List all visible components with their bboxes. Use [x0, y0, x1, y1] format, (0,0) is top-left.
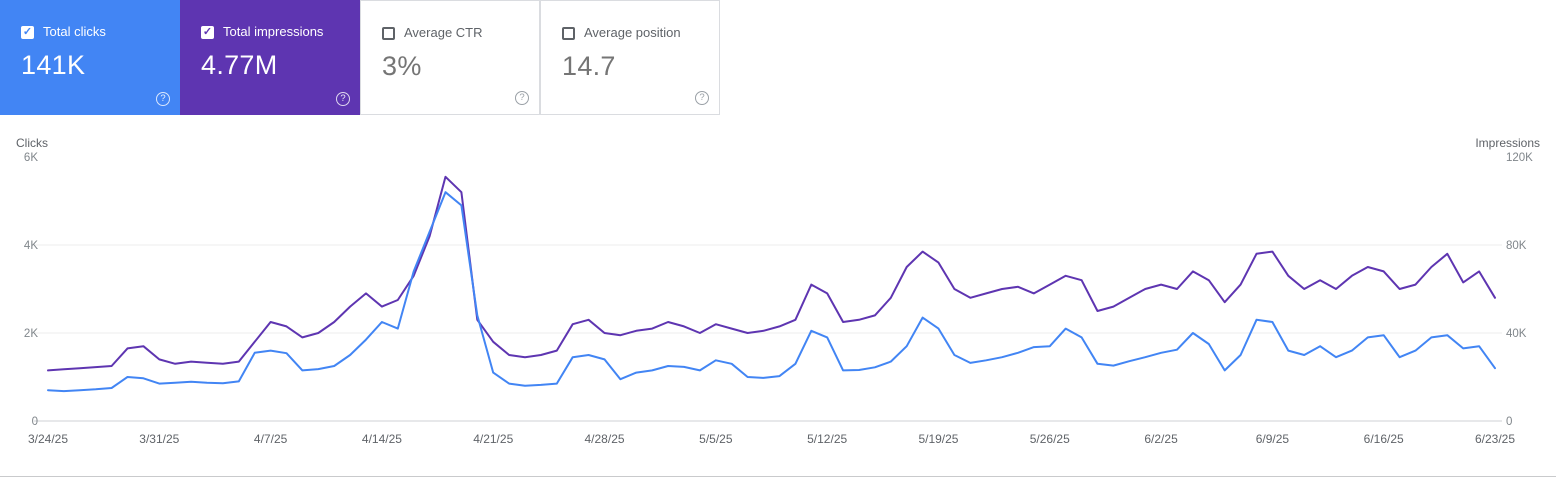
metric-card-total-impressions[interactable]: ✓ Total impressions 4.77M ?: [180, 0, 360, 115]
left-axis-tick-label: 2K: [24, 328, 38, 340]
right-axis-tick-label: 80K: [1506, 240, 1527, 252]
total-clicks-label: Total clicks: [43, 24, 106, 39]
question-mark: ?: [160, 93, 166, 105]
x-axis-label: 3/31/25: [139, 432, 179, 446]
check-icon: ✓: [22, 25, 33, 38]
right-axis-tick-label: 0: [1506, 416, 1512, 428]
average-ctr-checkbox[interactable]: [382, 26, 395, 40]
average-position-value: 14.7: [562, 51, 616, 81]
card-header: Average CTR: [382, 26, 525, 40]
x-axis-label: 6/2/25: [1144, 432, 1178, 446]
right-axis-title: Impressions: [1475, 136, 1540, 150]
x-axis-label: 5/5/25: [699, 432, 733, 446]
help-icon[interactable]: ?: [515, 91, 529, 105]
total-impressions-value: 4.77M: [201, 50, 278, 80]
right-axis-tick-label: 120K: [1506, 152, 1533, 164]
help-icon[interactable]: ?: [336, 92, 350, 106]
total-clicks-value: 141K: [21, 50, 86, 80]
right-axis-tick-label: 40K: [1506, 328, 1527, 340]
left-axis-tick-label: 6K: [24, 152, 38, 164]
total-impressions-label: Total impressions: [223, 24, 324, 39]
average-ctr-label: Average CTR: [404, 25, 483, 40]
x-axis-label: 3/24/25: [28, 432, 68, 446]
metric-card-average-position[interactable]: Average position 14.7 ?: [540, 0, 720, 115]
x-axis-label: 5/26/25: [1030, 432, 1070, 446]
x-axis-label: 6/9/25: [1256, 432, 1290, 446]
average-position-label: Average position: [584, 25, 681, 40]
help-icon[interactable]: ?: [695, 91, 709, 105]
left-axis-tick-label: 0: [32, 416, 38, 428]
x-axis-label: 5/19/25: [918, 432, 958, 446]
performance-chart[interactable]: 0 0 2K 40K 4K 80K 6K 120K 3/24/25 3/31/25 4/7/25 4/…: [0, 135, 1556, 457]
left-axis-tick-label: 4K: [24, 240, 38, 252]
x-axis-label: 4/7/25: [254, 432, 288, 446]
help-icon[interactable]: ?: [156, 92, 170, 106]
metric-card-average-ctr[interactable]: Average CTR 3% ?: [360, 0, 540, 115]
metric-cards: ✓ Total clicks 141K ? ✓ Total impression…: [0, 0, 1556, 115]
card-header: ✓ Total clicks: [21, 25, 166, 39]
question-mark: ?: [340, 93, 346, 105]
x-axis-label: 4/21/25: [473, 432, 513, 446]
average-ctr-value: 3%: [382, 51, 422, 81]
performance-chart-area: Clicks Impressions 0 0 2K 40K 4K 80K 6K 120K 3/2…: [0, 135, 1556, 457]
total-clicks-checkbox[interactable]: ✓: [21, 25, 34, 39]
question-mark: ?: [699, 92, 705, 104]
total-impressions-checkbox[interactable]: ✓: [201, 25, 214, 39]
card-header: ✓ Total impressions: [201, 25, 346, 39]
x-axis-label: 5/12/25: [807, 432, 847, 446]
question-mark: ?: [519, 92, 525, 104]
x-axis-label: 4/28/25: [585, 432, 625, 446]
metric-card-total-clicks[interactable]: ✓ Total clicks 141K ?: [0, 0, 180, 115]
average-position-checkbox[interactable]: [562, 26, 575, 40]
x-axis-label: 6/16/25: [1364, 432, 1404, 446]
clicks-line: [47, 191, 1496, 393]
impressions-line: [47, 175, 1496, 372]
left-axis-title: Clicks: [16, 136, 48, 150]
x-axis-label: 6/23/25: [1475, 432, 1515, 446]
x-axis-label: 4/14/25: [362, 432, 402, 446]
check-icon: ✓: [202, 25, 213, 38]
card-header: Average position: [562, 26, 705, 40]
